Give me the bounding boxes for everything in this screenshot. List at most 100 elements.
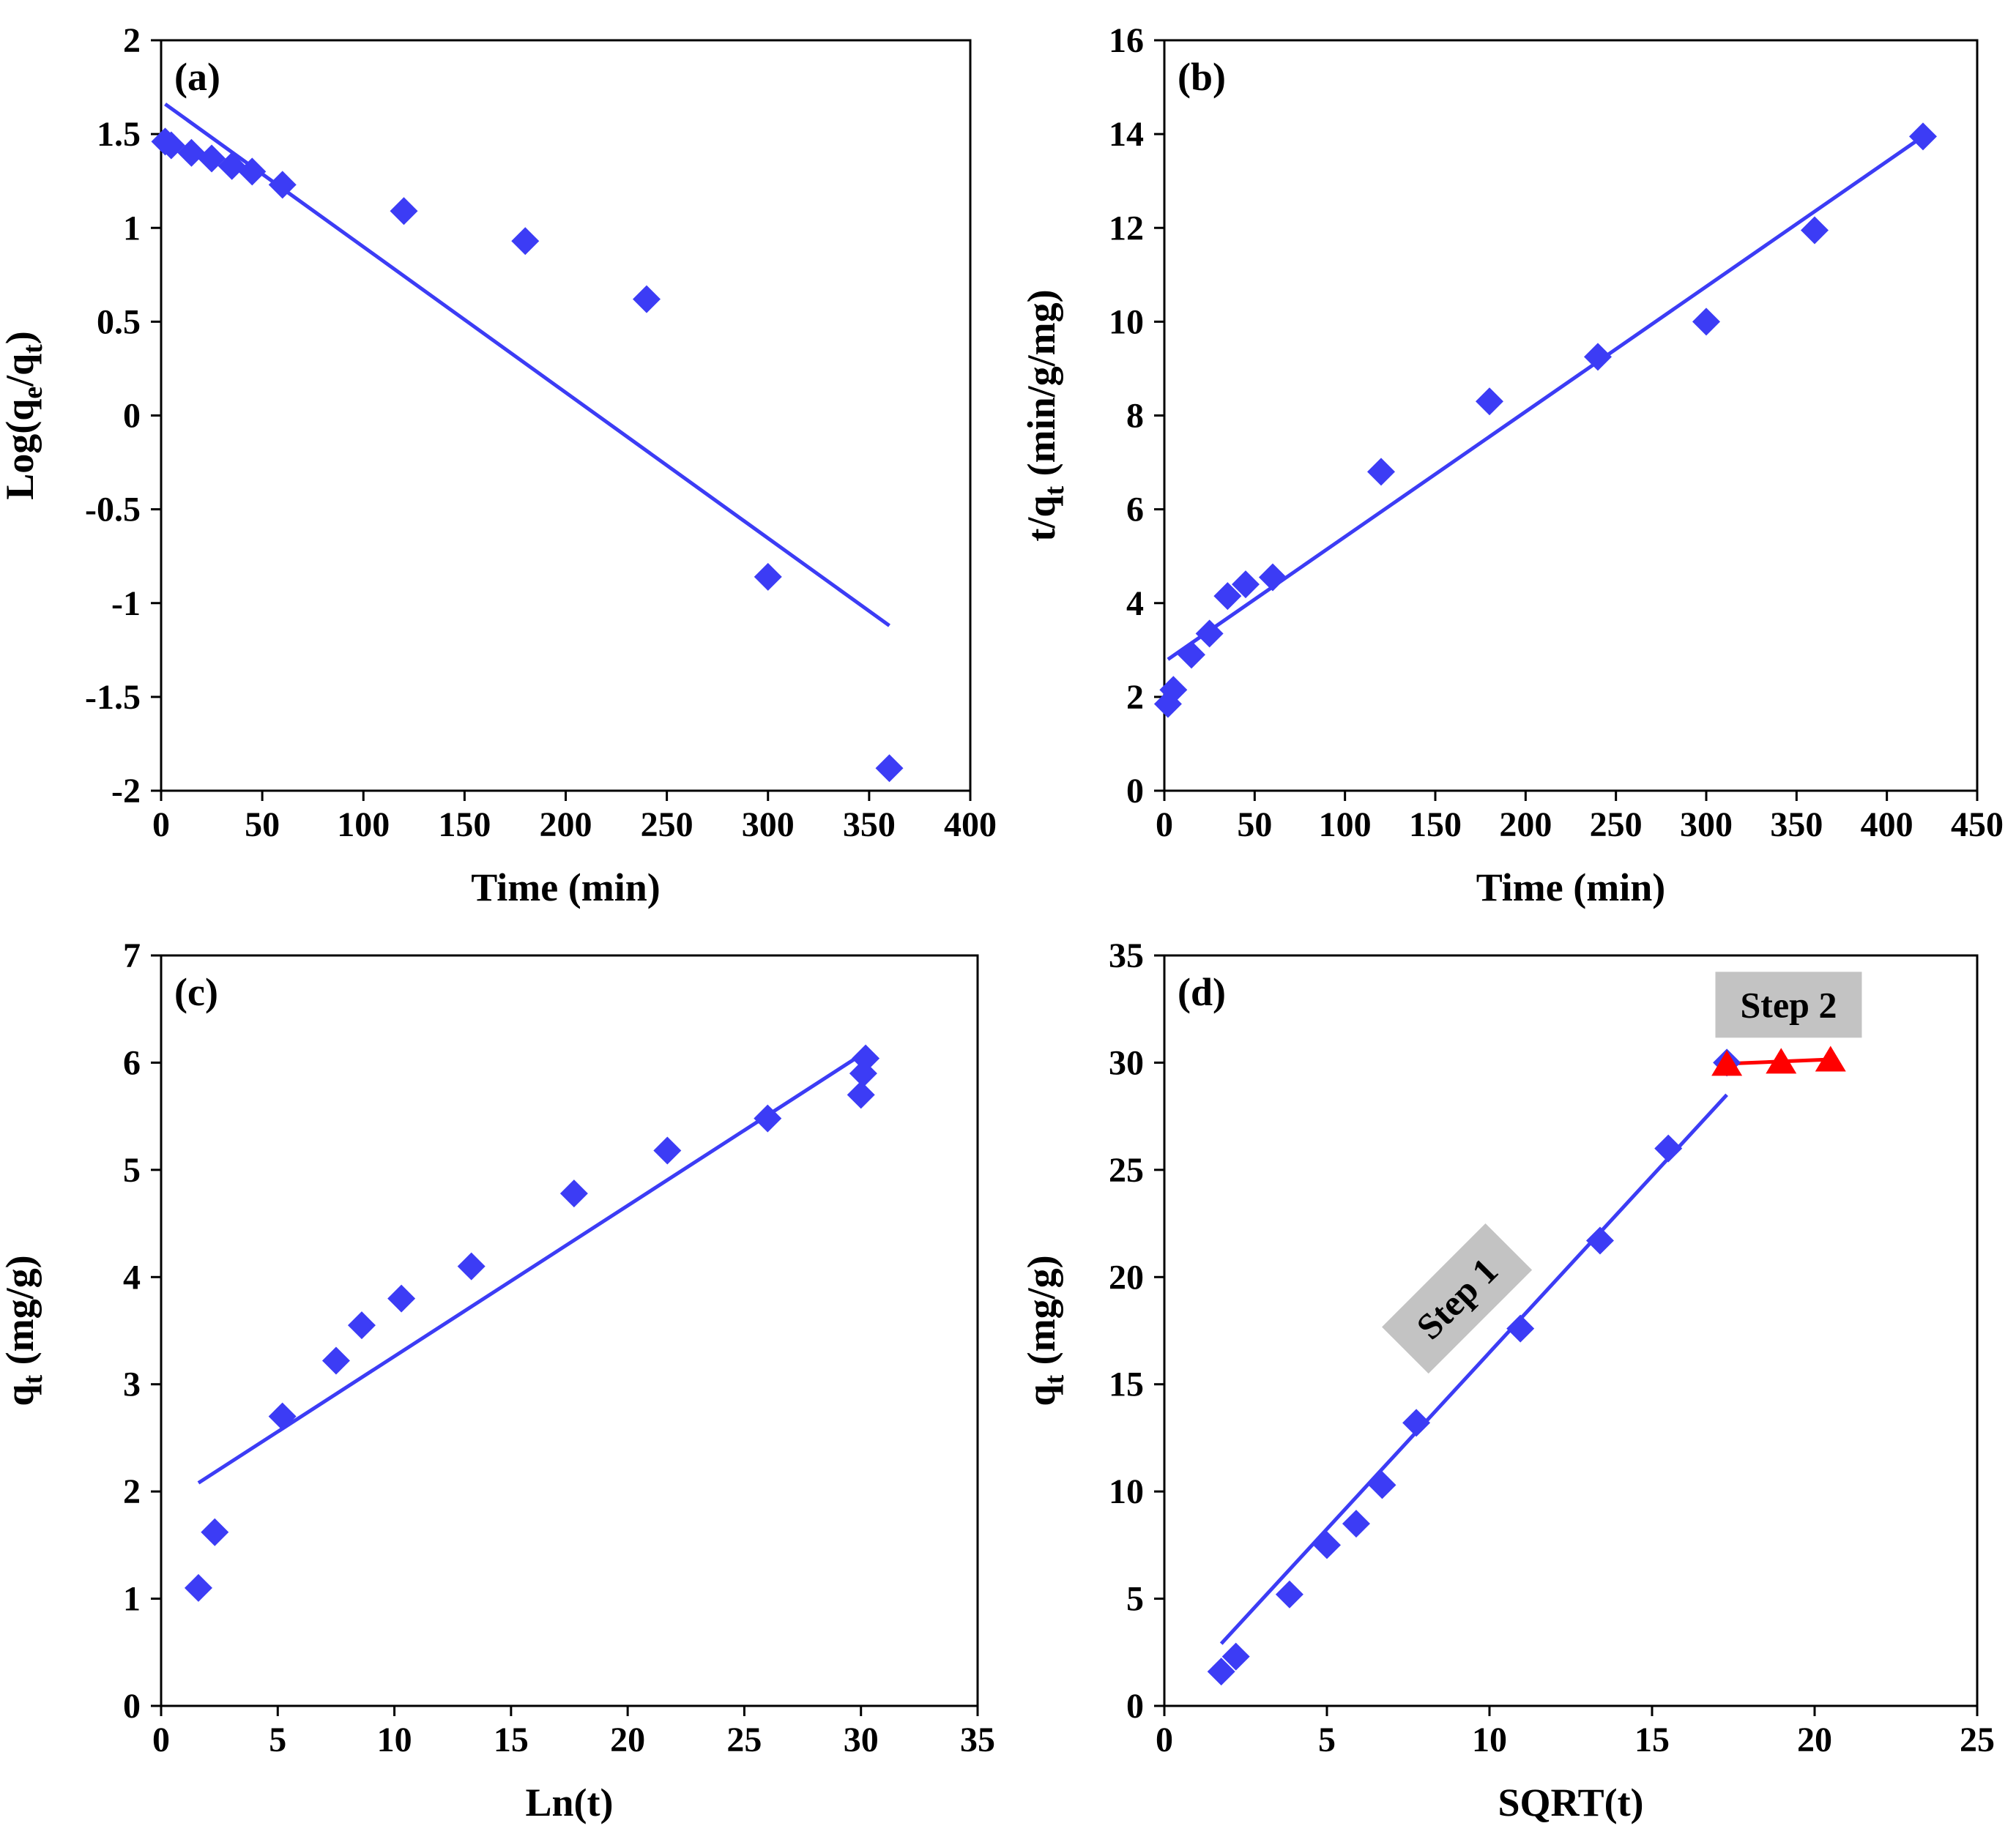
x-tick-label: 100 bbox=[1319, 805, 1372, 844]
x-tick-label: 400 bbox=[944, 805, 997, 844]
x-tick-label: 250 bbox=[641, 805, 693, 844]
data-point-diamond bbox=[1909, 122, 1937, 151]
y-tick-label: 25 bbox=[1109, 1151, 1144, 1190]
y-axis-label-part: Log(q bbox=[0, 399, 42, 500]
data-point-diamond bbox=[852, 1044, 880, 1073]
y-tick-label: 6 bbox=[1126, 491, 1144, 529]
y-tick-label: -2 bbox=[111, 772, 141, 810]
x-tick-label: 10 bbox=[377, 1721, 412, 1759]
data-point-diamond bbox=[217, 152, 246, 180]
data-point-diamond bbox=[559, 1179, 588, 1208]
data-point-diamond bbox=[1367, 458, 1395, 486]
data-point-diamond bbox=[1584, 343, 1612, 371]
panel-label: (a) bbox=[174, 55, 220, 99]
plot-frame bbox=[160, 39, 972, 792]
x-tick-label: 50 bbox=[245, 805, 280, 844]
x-axis-label: Time (min) bbox=[471, 865, 660, 909]
data-point-diamond bbox=[1402, 1409, 1431, 1437]
x-tick-label: 450 bbox=[1951, 805, 2004, 844]
step-annotation: Step 1 bbox=[1382, 1223, 1533, 1374]
plot-frame bbox=[160, 954, 979, 1707]
plot-frame bbox=[1163, 39, 1979, 792]
y-tick-label: 15 bbox=[1109, 1365, 1144, 1404]
x-tick-label: 0 bbox=[152, 805, 170, 844]
y-tick-label: 1 bbox=[123, 1580, 141, 1619]
y-axis-label-part: ) bbox=[0, 331, 42, 344]
data-point-diamond bbox=[238, 157, 267, 186]
y-axis-label-part: (min/g/mg) bbox=[1019, 289, 1063, 485]
x-tick-label: 0 bbox=[1156, 805, 1173, 844]
data-point-diamond bbox=[1801, 216, 1829, 245]
data-point-diamond bbox=[457, 1252, 486, 1281]
data-point-diamond bbox=[184, 1573, 212, 1602]
y-tick-label: 0 bbox=[123, 397, 141, 436]
panel-a: 0 50 100 150 200 250 300 350 400 -2 -1.5 -1 -0.5 0 0.5… bbox=[0, 21, 997, 909]
y-axis-label-part: (mg/g) bbox=[0, 1255, 42, 1374]
data-point-diamond bbox=[1476, 387, 1503, 416]
data-point-diamond bbox=[1213, 582, 1242, 611]
x-tick-label: 30 bbox=[844, 1721, 879, 1759]
y-tick-label: 12 bbox=[1109, 209, 1144, 247]
y-axis-label: t/qt (min/g/mg) bbox=[1019, 289, 1070, 541]
data-point-diamond bbox=[268, 171, 297, 199]
step-annotation-box bbox=[1382, 1223, 1533, 1374]
step-annotation-box bbox=[1715, 972, 1862, 1038]
y-tick-label: 4 bbox=[123, 1258, 141, 1297]
y-tick-label: 5 bbox=[123, 1151, 141, 1190]
data-point-diamond bbox=[1342, 1510, 1370, 1538]
panel-d: 0 5 10 15 20 25 0 5 10 15 20 25 30 35 SQRT(t) qt (mg/g)… bbox=[1019, 936, 1995, 1824]
x-tick-label: 25 bbox=[726, 1721, 762, 1759]
step-annotation: Step 2 bbox=[1715, 972, 1862, 1038]
x-tick-label: 350 bbox=[843, 805, 896, 844]
y-axis-label: Log(qe/qt) bbox=[0, 331, 48, 500]
x-tick-label: 5 bbox=[269, 1721, 286, 1759]
plot-frame bbox=[1163, 954, 1979, 1707]
y-tick-label: 4 bbox=[1126, 584, 1144, 623]
data-point-diamond bbox=[268, 1402, 297, 1431]
data-point-diamond bbox=[754, 1104, 782, 1133]
data-point-diamond bbox=[1368, 1471, 1396, 1499]
x-tick-label: 100 bbox=[337, 805, 390, 844]
y-tick-label: 0 bbox=[123, 1687, 141, 1726]
fit-line bbox=[1219, 1093, 1728, 1645]
y-tick-label: 8 bbox=[1126, 397, 1144, 436]
data-point-diamond bbox=[1585, 1226, 1614, 1255]
data-point-diamond bbox=[177, 138, 206, 167]
x-tick-label: 200 bbox=[540, 805, 592, 844]
data-point-diamond bbox=[754, 562, 782, 591]
y-tick-label: 6 bbox=[123, 1043, 141, 1082]
y-tick-label: -1.5 bbox=[85, 678, 141, 717]
y-tick-label: 2 bbox=[123, 21, 141, 60]
panel-b: 0 50 100 150 200 250 300 350 400 450 0 2 4 6 8 10 12 14 16… bbox=[1019, 21, 2004, 909]
x-tick-label: 50 bbox=[1237, 805, 1272, 844]
x-tick-label: 0 bbox=[1156, 1721, 1173, 1759]
x-tick-label: 10 bbox=[1472, 1721, 1507, 1759]
data-point-diamond bbox=[511, 227, 540, 256]
y-tick-label: 14 bbox=[1109, 115, 1144, 154]
data-point-triangle bbox=[1766, 1048, 1797, 1074]
data-point-diamond bbox=[1275, 1580, 1303, 1609]
x-tick-label: 150 bbox=[1409, 805, 1462, 844]
y-tick-label: 10 bbox=[1109, 302, 1144, 341]
y-axis-label-part: (mg/g) bbox=[1019, 1255, 1063, 1374]
data-point-diamond bbox=[875, 754, 904, 783]
x-tick-label: 300 bbox=[742, 805, 795, 844]
data-point-diamond bbox=[387, 1284, 416, 1313]
x-tick-label: 150 bbox=[438, 805, 491, 844]
data-point-diamond bbox=[347, 1311, 376, 1340]
data-point-diamond bbox=[1313, 1531, 1341, 1559]
x-axis-label: Ln(t) bbox=[526, 1781, 614, 1824]
data-point-diamond bbox=[390, 197, 418, 225]
x-tick-label: 25 bbox=[1960, 1721, 1995, 1759]
x-tick-label: 15 bbox=[494, 1721, 529, 1759]
y-tick-label: 16 bbox=[1109, 21, 1144, 60]
data-point-diamond bbox=[633, 285, 661, 313]
y-tick-label: 3 bbox=[123, 1365, 141, 1404]
panel-label: (b) bbox=[1178, 55, 1226, 99]
y-tick-label: 2 bbox=[1126, 678, 1144, 717]
x-tick-label: 300 bbox=[1680, 805, 1733, 844]
y-axis-label-subscript: e bbox=[18, 387, 48, 399]
y-axis-label-part: q bbox=[1019, 1384, 1063, 1406]
y-tick-label: 10 bbox=[1109, 1472, 1144, 1511]
